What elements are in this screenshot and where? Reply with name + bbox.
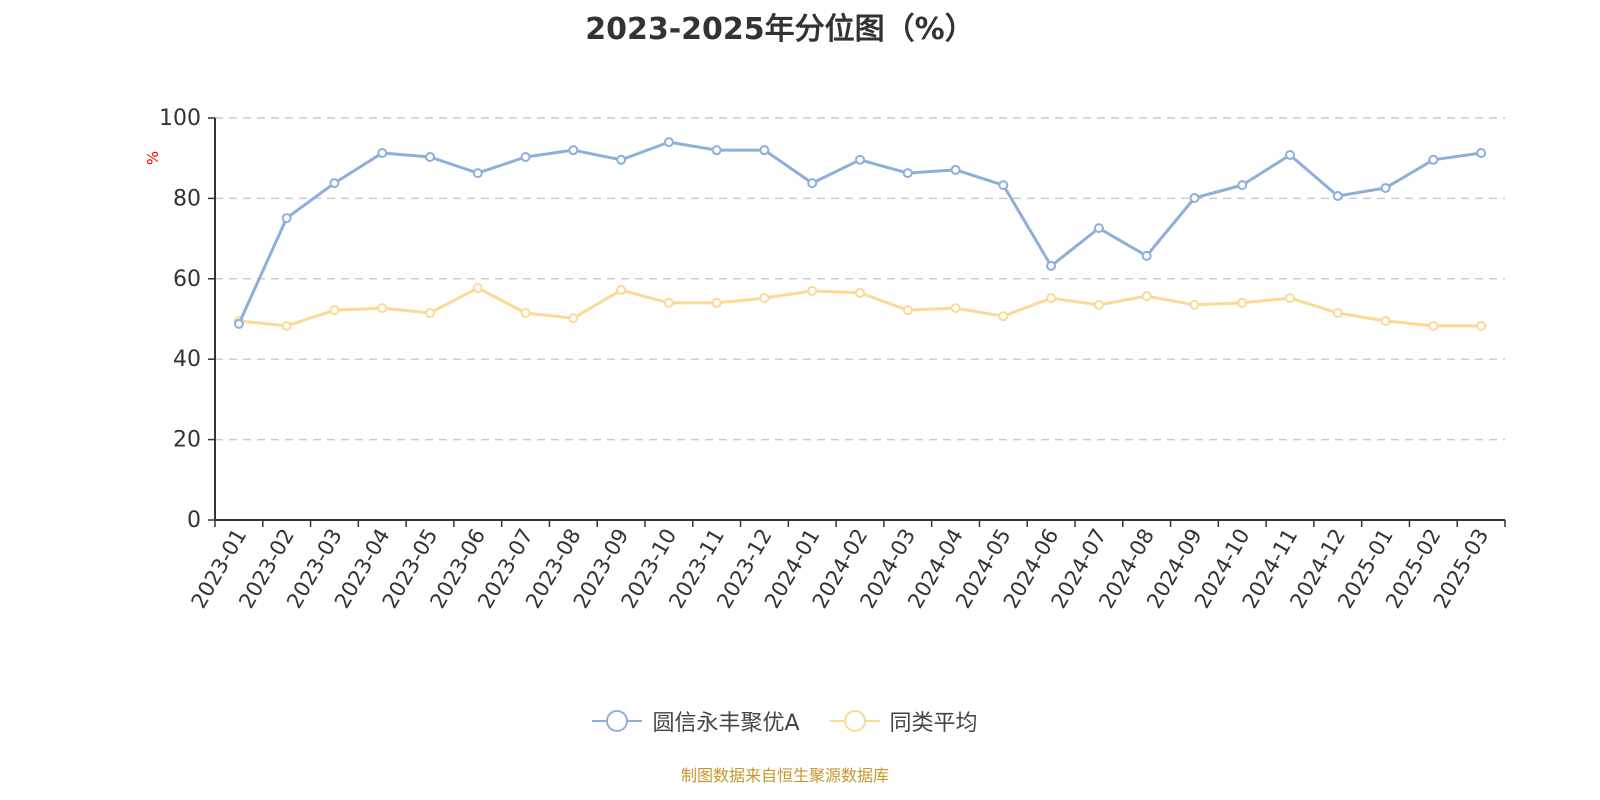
data-point (616, 154, 627, 165)
data-point (233, 318, 244, 329)
data-point (1285, 149, 1295, 160)
data-point (1093, 223, 1104, 234)
data-point (1237, 180, 1248, 191)
data-point (1093, 299, 1104, 310)
chart-title: 2023-2025年分位图（%） (585, 12, 975, 47)
data-point (1046, 293, 1057, 304)
data-point (855, 287, 865, 298)
data-point (1476, 147, 1487, 158)
y-tick-label: 80 (173, 186, 201, 211)
data-point (1046, 260, 1057, 271)
data-point (902, 168, 913, 179)
data-point (1428, 320, 1439, 331)
legend-label: 圆信永丰聚优A (652, 711, 800, 736)
data-point (1141, 291, 1152, 302)
data-point (807, 178, 818, 189)
data-point (1332, 190, 1343, 201)
legend-item-average[interactable]: 同类平均 (829, 705, 978, 737)
legend-marker-icon (829, 710, 880, 732)
y-tick-label: 60 (173, 267, 201, 292)
data-point (520, 307, 531, 318)
y-tick-label: 20 (173, 428, 201, 453)
data-point (568, 313, 579, 324)
data-point (472, 283, 483, 294)
data-point (1189, 192, 1200, 203)
data-point (329, 178, 340, 189)
legend-item-fund[interactable]: 圆信永丰聚优A (592, 705, 800, 737)
data-point (472, 168, 483, 179)
data-point (1332, 307, 1343, 318)
data-point (711, 297, 722, 308)
data-point (520, 151, 531, 162)
data-point (1285, 293, 1295, 304)
data-point (759, 145, 770, 156)
source-note: 制图数据来自恒生聚源数据库 (680, 766, 889, 785)
data-point (1237, 297, 1248, 308)
data-point (377, 303, 388, 314)
data-point (1428, 154, 1439, 165)
data-point (281, 320, 292, 331)
data-point (998, 311, 1009, 322)
data-point (950, 164, 961, 175)
data-point (616, 285, 627, 296)
data-point (1380, 316, 1391, 327)
data-point (425, 151, 435, 162)
data-point (329, 305, 340, 316)
data-point (1476, 320, 1487, 331)
y-axis-label: % (144, 151, 162, 165)
y-tick-label: 100 (159, 106, 201, 131)
data-point (711, 145, 722, 156)
data-point (998, 180, 1009, 191)
legend-marker-icon (592, 710, 643, 732)
data-point (902, 305, 913, 316)
y-tick-label: 0 (187, 508, 201, 533)
data-point (281, 213, 292, 224)
data-point (377, 147, 388, 158)
data-point (1141, 250, 1152, 261)
y-tick-label: 40 (173, 347, 201, 372)
data-point (759, 293, 770, 304)
data-point (807, 285, 818, 296)
data-point (663, 137, 674, 148)
data-point (568, 145, 579, 156)
legend-label: 同类平均 (889, 711, 978, 736)
legend: 圆信永丰聚优A 同类平均 (0, 705, 1570, 737)
data-point (1189, 299, 1200, 310)
data-point (663, 297, 674, 308)
data-point (950, 303, 961, 314)
data-point (1380, 182, 1391, 193)
data-point (425, 307, 435, 318)
data-point (855, 154, 865, 165)
